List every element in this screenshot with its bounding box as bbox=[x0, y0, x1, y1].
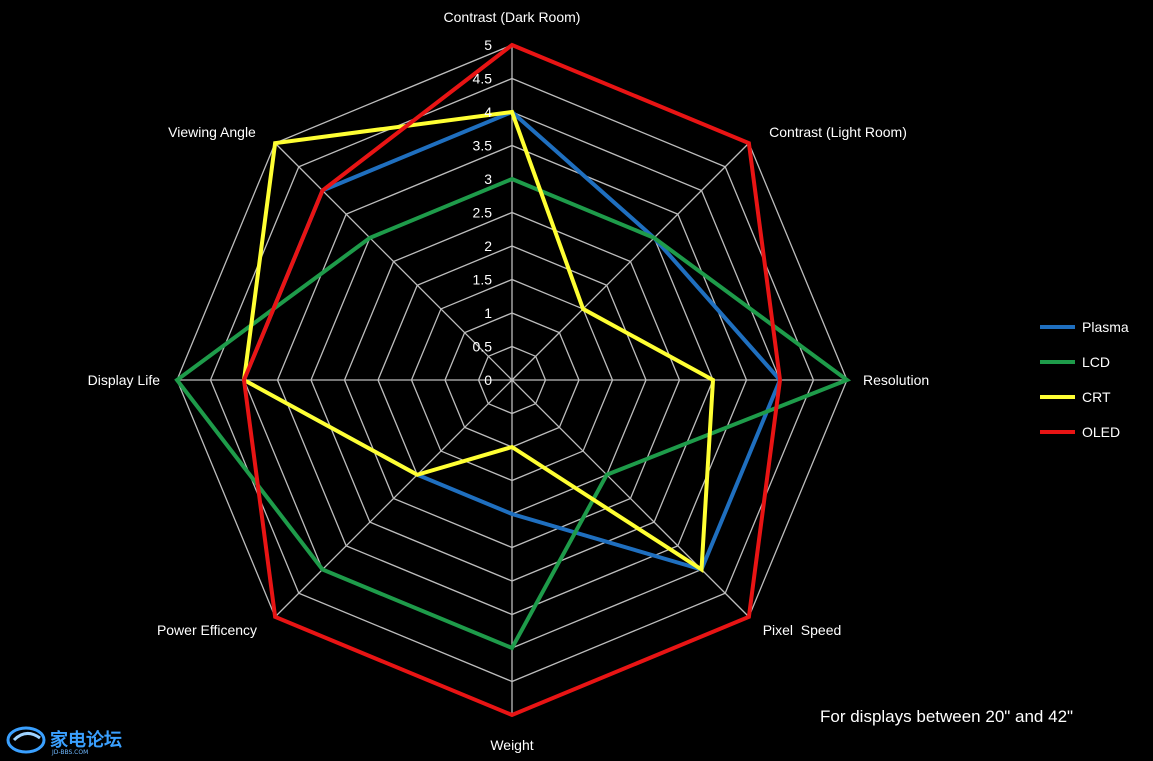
axis-label: Contrast (Dark Room) bbox=[444, 9, 581, 25]
chart-legend: Plasma LCD CRT OLED bbox=[1040, 319, 1129, 440]
axis-spoke bbox=[511, 142, 750, 381]
legend-label: OLED bbox=[1082, 424, 1120, 440]
tick-label: 1.5 bbox=[473, 272, 493, 288]
axis-label: Contrast (Light Room) bbox=[769, 124, 907, 140]
tick-label: 3 bbox=[484, 171, 492, 187]
axis-spoke bbox=[274, 379, 513, 618]
svg-text:家电论坛: 家电论坛 bbox=[50, 729, 122, 751]
tick-label: 2 bbox=[484, 238, 492, 254]
series-line-crt bbox=[241, 109, 716, 574]
axis-label: Power Efficency bbox=[157, 622, 257, 638]
axis-spoke bbox=[274, 142, 513, 381]
tick-label: 4.5 bbox=[473, 71, 493, 87]
axis-label: Resolution bbox=[863, 372, 929, 388]
tick-label: 0.5 bbox=[473, 339, 493, 355]
tick-label: 3.5 bbox=[473, 138, 493, 154]
axis-label: Display Life bbox=[88, 372, 161, 388]
tick-label: 1 bbox=[484, 305, 492, 321]
radar-spokes bbox=[177, 45, 847, 715]
axis-label: Pixel Speed bbox=[763, 622, 842, 638]
axis-spoke bbox=[511, 379, 750, 618]
series-line-lcd bbox=[174, 176, 852, 651]
tick-label: 5 bbox=[484, 37, 492, 53]
radar-tick-labels: 0 0.5 1 1.5 2 2.5 3 3.5 4 4.5 5 bbox=[473, 37, 493, 388]
axis-label: Weight bbox=[490, 737, 533, 753]
forum-logo: 家电论坛 JD-BBS.COM bbox=[6, 724, 131, 756]
tick-label: 2.5 bbox=[473, 205, 493, 221]
legend-label: CRT bbox=[1082, 389, 1111, 405]
legend-label: Plasma bbox=[1082, 319, 1129, 335]
axis-label: Viewing Angle bbox=[168, 124, 256, 140]
tick-label: 4 bbox=[484, 104, 492, 120]
radar-axis-labels: Contrast (Dark Room) Contrast (Light Room… bbox=[88, 9, 930, 753]
chart-note: For displays between 20" and 42" bbox=[820, 707, 1074, 726]
radar-series bbox=[174, 42, 852, 718]
svg-text:JD-BBS.COM: JD-BBS.COM bbox=[51, 749, 88, 756]
series-line-oled bbox=[241, 42, 783, 718]
legend-label: LCD bbox=[1082, 354, 1110, 370]
tick-label: 0 bbox=[484, 372, 492, 388]
